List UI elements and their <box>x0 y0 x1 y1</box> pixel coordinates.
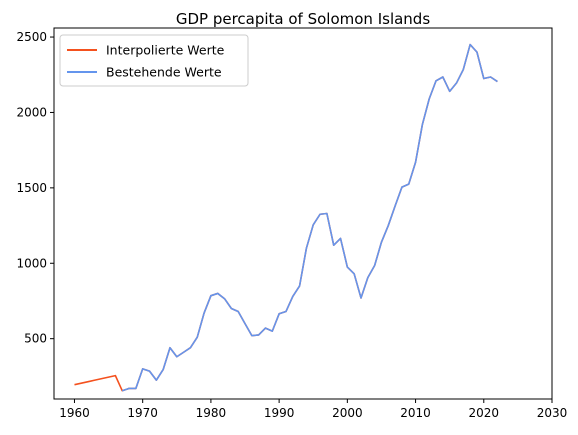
x-tick-label: 1960 <box>59 406 90 420</box>
y-tick-label: 2000 <box>16 105 47 119</box>
x-tick-label: 2010 <box>400 406 431 420</box>
legend-label-existing: Bestehende Werte <box>106 65 222 80</box>
series-line-existing <box>121 43 498 392</box>
y-tick-label: 1500 <box>16 181 47 195</box>
x-tick-label: 1970 <box>127 406 158 420</box>
x-tick-label: 2030 <box>537 406 568 420</box>
legend: Interpolierte Werte Bestehende Werte <box>59 34 249 87</box>
x-tick-label: 1980 <box>196 406 227 420</box>
legend-label-interpolated: Interpolierte Werte <box>106 43 225 58</box>
y-tick-label: 2500 <box>16 30 47 44</box>
plot-frame <box>53 27 553 400</box>
y-tick-label: 1000 <box>16 256 47 270</box>
x-tick-label: 2020 <box>469 406 500 420</box>
x-tick-label: 2000 <box>332 406 363 420</box>
plot-area <box>74 43 498 392</box>
series-line-interpolated <box>74 43 498 392</box>
x-axis: 1960 1970 1980 1990 2000 2010 2020 2030 <box>59 399 567 420</box>
x-tick-label: 1990 <box>264 406 295 420</box>
chart-title: GDP percapita of Solomon Islands <box>176 10 431 28</box>
y-tick-label: 500 <box>24 332 47 346</box>
legend-box <box>59 34 249 87</box>
y-axis: 500 1000 1500 2000 2500 <box>16 30 54 346</box>
